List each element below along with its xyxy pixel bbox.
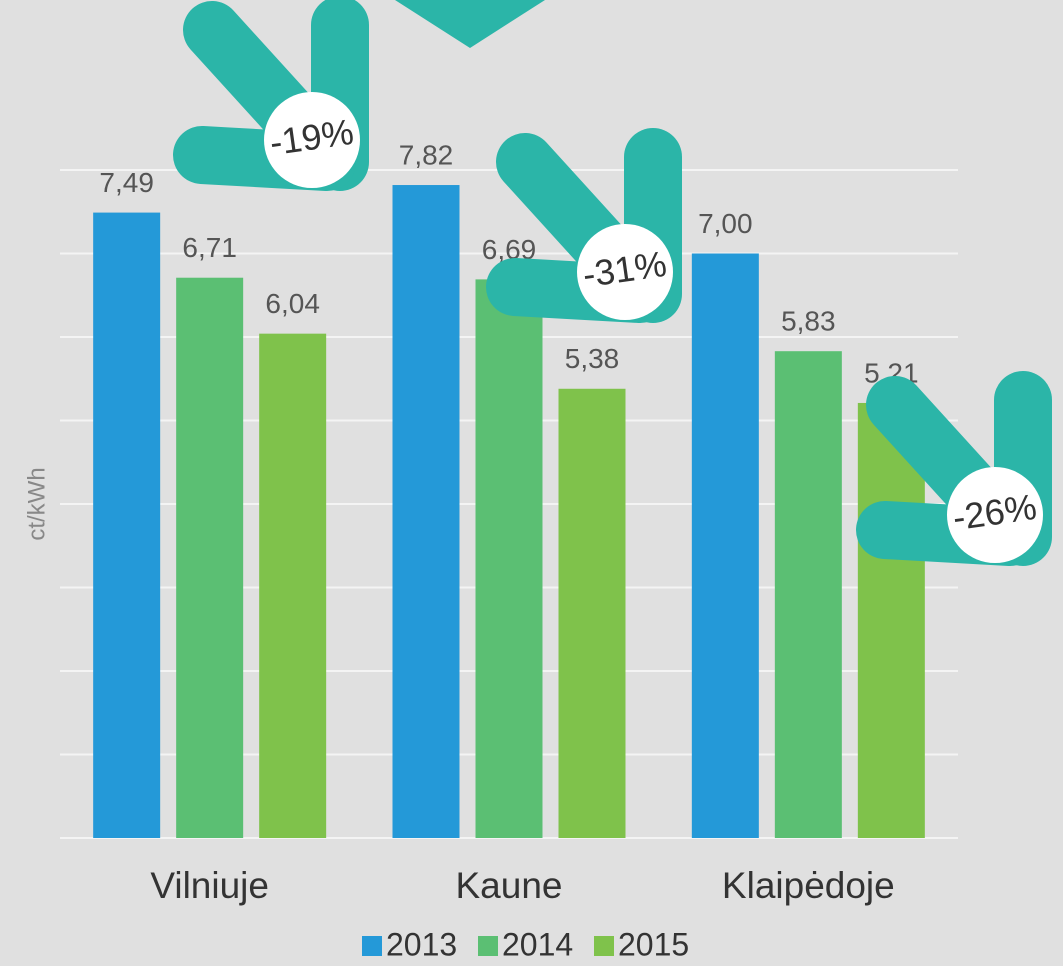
value-label: 5,38 [565, 343, 620, 374]
bar [691, 253, 759, 838]
x-tick-label: Vilniuje [150, 865, 269, 906]
bar [392, 185, 460, 838]
legend-label: 2015 [618, 926, 689, 962]
decor-arrow-tip [395, 0, 545, 48]
legend-swatch [478, 936, 498, 956]
legend-swatch [362, 936, 382, 956]
value-label: 6,04 [265, 288, 320, 319]
legend: 2013 2014 2015 [362, 926, 689, 962]
bars: Vilniuje7,496,716,04Kaune7,826,695,38Kla… [93, 139, 925, 906]
x-tick-label: Kaune [456, 865, 563, 906]
legend-swatch [594, 936, 614, 956]
bar [176, 277, 244, 839]
value-label: 7,49 [99, 167, 154, 198]
legend-label: 2014 [502, 926, 573, 962]
y-axis-label: ct/kWh [23, 467, 50, 540]
annotation-circle [947, 467, 1043, 563]
bar [558, 388, 626, 838]
bar [93, 212, 161, 838]
value-label: 7,82 [399, 139, 454, 170]
x-tick-label: Klaipėdoje [722, 865, 895, 906]
bar [259, 333, 327, 838]
legend-label: 2013 [386, 926, 457, 962]
annotation-arrow: -26% [856, 371, 1052, 566]
annotation-arrow: -31% [486, 128, 682, 323]
bar [475, 279, 543, 838]
annotation-arrow: -19% [173, 0, 369, 191]
annotation-circle [264, 92, 360, 188]
value-label: 6,71 [182, 232, 237, 263]
bar [774, 351, 842, 838]
annotations: -19% -31% -26% [173, 0, 1052, 566]
bar [857, 402, 925, 838]
value-label: 5,83 [781, 306, 836, 337]
value-label: 7,00 [698, 208, 753, 239]
annotation-circle [577, 224, 673, 320]
